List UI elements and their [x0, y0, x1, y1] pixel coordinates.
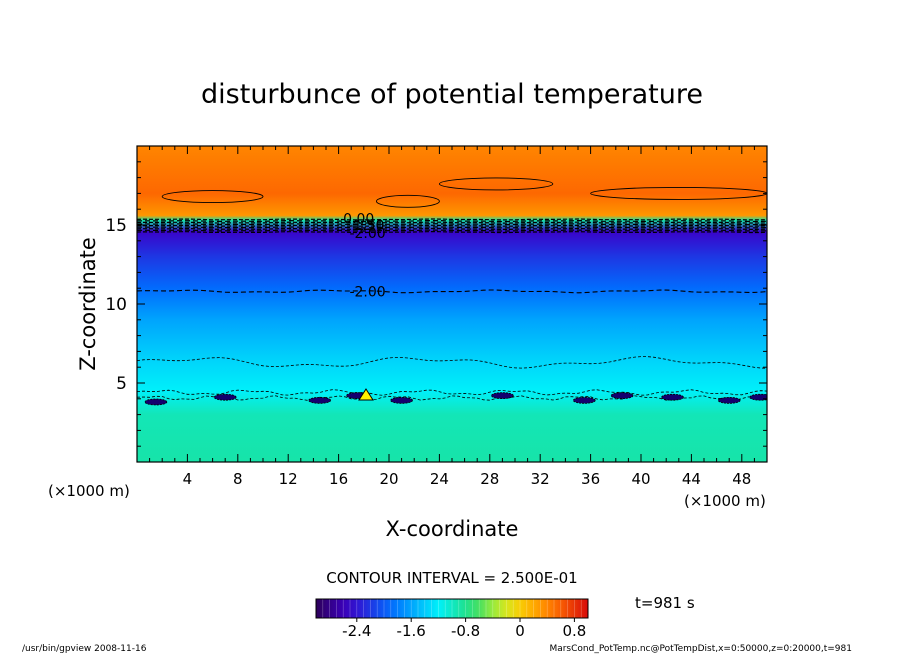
colorbar-tick-label: 0.8 [562, 622, 586, 640]
colorbar-tick-label: -0.8 [451, 622, 480, 640]
x-tick-label: 32 [531, 470, 550, 488]
contour-thermocline [137, 230, 767, 234]
x-tick-label: 20 [379, 470, 398, 488]
contour-thermocline [137, 219, 767, 223]
colorbar-tick-label: -1.6 [397, 622, 426, 640]
x-tick-label: 16 [329, 470, 348, 488]
contour-positive [161, 190, 264, 204]
x-tick-label: 12 [279, 470, 298, 488]
plot-area: 0.00-1.50-2.00-2.00 4 8 12 16 20 24 28 32 36 40 44… [105, 145, 768, 488]
contour-label: -1.50 [348, 218, 384, 234]
contour-blob [717, 396, 741, 404]
contour-thermocline [137, 223, 767, 226]
time-label: t=981 s [635, 594, 695, 612]
contour-minus-2 [137, 289, 767, 294]
y-axis-ticks: 5 10 15 [105, 161, 767, 447]
colorbar: -2.4 -1.6 -0.8 0 0.8 [315, 598, 589, 640]
contour-blob [610, 392, 634, 400]
colorbar-fill [316, 599, 588, 618]
x-tick-label: 40 [631, 470, 650, 488]
contour-positive [375, 194, 440, 208]
y-tick-label: 15 [105, 216, 127, 236]
contour-labels: 0.00-1.50-2.00-2.00 [343, 212, 386, 301]
x-tick-label: 24 [430, 470, 449, 488]
contour-thermocline [137, 229, 767, 232]
x-tick-label: 36 [581, 470, 600, 488]
contour-thermocline [137, 218, 767, 221]
contour-blob [390, 396, 414, 404]
x-tick-label: 4 [183, 470, 193, 488]
colorbar-tick-label: 0 [515, 622, 525, 640]
contour-label: -2.00 [349, 226, 385, 242]
footer-right: MarsCond_PotTemp.nc@PotTempDist,x=0:5000… [549, 644, 852, 654]
colorbar-frame [315, 598, 589, 619]
contour-interval: CONTOUR INTERVAL = 2.500E-01 [326, 569, 577, 587]
x-axis-label: X-coordinate [386, 517, 519, 541]
contour-blob [490, 392, 514, 400]
contour-blob [213, 393, 237, 401]
contour-blob [144, 398, 168, 406]
x-unit-right: (×1000 m) [684, 492, 766, 510]
contour-blob [308, 396, 332, 404]
contour-lines [137, 177, 767, 406]
colorbar-ticks: -2.4 -1.6 -0.8 0 0.8 [342, 618, 586, 640]
contour-thermocline [137, 226, 767, 229]
heatmap-field [137, 146, 767, 462]
bubble-marker [358, 388, 374, 401]
y-tick-label: 10 [105, 295, 127, 315]
contour-positive [438, 177, 554, 191]
contour-low-2 [137, 395, 767, 401]
x-tick-label: 44 [682, 470, 701, 488]
contour-thermocline [137, 227, 767, 231]
contour-mid [137, 356, 767, 369]
contour-thermocline [137, 221, 767, 224]
colorbar-tick-label: -2.4 [342, 622, 371, 640]
contour-label: -2.00 [349, 284, 385, 300]
contour-blob [749, 393, 767, 401]
footer-left: /usr/bin/gpview 2008-11-16 [22, 644, 147, 654]
x-tick-label: 8 [233, 470, 243, 488]
y-axis-label: Z-coordinate [76, 237, 100, 371]
chart-title: disturbunce of potential temperature [201, 79, 703, 110]
contour-low [137, 389, 767, 396]
x-tick-label: 28 [480, 470, 499, 488]
contour-thermocline [137, 224, 767, 227]
contour-blob [572, 396, 596, 404]
x-tick-label: 48 [732, 470, 751, 488]
y-tick-label: 5 [116, 374, 127, 394]
x-axis-ticks: 4 8 12 16 20 24 28 32 36 40 44 48 [149, 146, 755, 488]
x-unit-left: (×1000 m) [48, 482, 130, 500]
contour-blob [661, 393, 684, 401]
contour-label: 0.00 [343, 212, 374, 228]
colorbar-bands [315, 599, 589, 618]
